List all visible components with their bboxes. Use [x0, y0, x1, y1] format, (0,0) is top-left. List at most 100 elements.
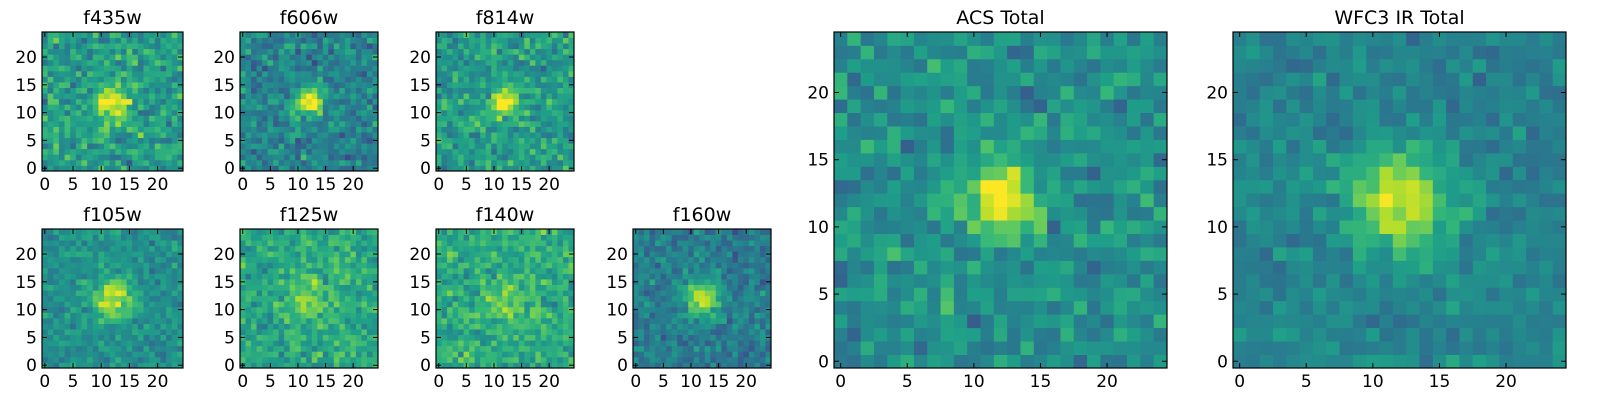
heatmap-cell — [171, 32, 178, 38]
heatmap-cell — [441, 37, 448, 44]
heatmap-cell — [328, 93, 335, 100]
heatmap-cell — [289, 87, 296, 94]
heatmap-cell — [1033, 273, 1048, 288]
heatmap-cell — [262, 87, 268, 94]
heatmap-cell — [295, 262, 302, 269]
heatmap-cell — [306, 154, 313, 161]
heatmap-cell — [452, 143, 459, 150]
heatmap-cell — [502, 76, 509, 83]
heatmap-cell — [333, 279, 340, 285]
subplot-title: f814w — [476, 7, 535, 29]
heatmap-cell — [546, 48, 553, 55]
heatmap-cell — [92, 356, 99, 363]
heatmap-cell — [491, 82, 498, 88]
heatmap-cell — [132, 76, 139, 83]
heatmap-cell — [344, 48, 351, 55]
heatmap-cell — [1140, 327, 1155, 342]
heatmap-cell — [177, 65, 184, 72]
heatmap-cell — [677, 234, 684, 241]
heatmap-cell — [98, 82, 105, 88]
heatmap-cell — [240, 154, 246, 161]
heatmap-cell — [1020, 233, 1035, 248]
heatmap-cell — [666, 312, 673, 319]
heatmap-cell — [562, 229, 569, 235]
heatmap-cell — [507, 165, 514, 172]
heatmap-cell — [355, 312, 362, 319]
heatmap-cell — [262, 48, 268, 55]
heatmap-cell — [715, 273, 722, 280]
heatmap-cell — [42, 93, 49, 100]
heatmap-cell — [64, 251, 71, 258]
heatmap-cell — [350, 65, 357, 72]
heatmap-cell — [333, 229, 340, 235]
heatmap-cell — [98, 120, 105, 127]
heatmap-cell — [104, 356, 111, 363]
heatmap-cell — [284, 32, 291, 38]
heatmap-cell — [143, 148, 150, 155]
heatmap-cell — [715, 262, 722, 269]
heatmap-cell — [58, 340, 65, 347]
heatmap-cell — [447, 334, 453, 341]
heatmap-cell — [350, 279, 357, 285]
heatmap-cell — [546, 154, 553, 161]
heatmap-cell — [980, 300, 995, 315]
heatmap-cell — [115, 290, 122, 297]
heatmap-cell — [300, 70, 307, 77]
heatmap-cell — [328, 362, 335, 369]
heatmap-cell — [344, 340, 351, 347]
heatmap-cell — [546, 356, 553, 363]
heatmap-cell — [704, 312, 711, 319]
heatmap-cell — [765, 340, 772, 347]
heatmap-cell — [306, 262, 313, 269]
heatmap-cell — [344, 148, 351, 155]
heatmap-cell — [53, 143, 60, 150]
heatmap-cell — [726, 340, 733, 347]
heatmap-cell — [311, 295, 318, 302]
heatmap-cell — [1007, 260, 1021, 275]
heatmap-cell — [677, 240, 684, 247]
heatmap-cell — [47, 32, 54, 38]
heatmap-cell — [256, 70, 263, 77]
heatmap-cell — [513, 54, 520, 61]
heatmap-cell — [671, 273, 678, 280]
heatmap-cell — [273, 240, 280, 247]
heatmap-cell — [75, 148, 82, 155]
heatmap-cell — [726, 329, 733, 336]
heatmap-cell — [306, 279, 313, 285]
heatmap-cell — [311, 37, 318, 44]
heatmap-cell — [317, 82, 324, 88]
heatmap-cell — [262, 301, 268, 308]
heatmap-cell — [75, 70, 82, 77]
heatmap-cell — [92, 267, 99, 274]
heatmap-cell — [355, 70, 362, 77]
heatmap-cell — [688, 251, 695, 258]
heatmap-cell — [115, 93, 122, 100]
heatmap-cell — [660, 240, 667, 247]
heatmap-cell — [143, 251, 150, 258]
heatmap-cell — [469, 32, 476, 38]
heatmap-cell — [562, 317, 569, 324]
heatmap-cell — [64, 256, 71, 263]
heatmap-cell — [887, 327, 901, 342]
heatmap-cell — [47, 356, 54, 363]
heatmap-cell — [339, 251, 346, 258]
heatmap-cell — [485, 256, 492, 263]
heatmap-cell — [834, 233, 848, 248]
heatmap-cell — [322, 323, 329, 330]
heatmap-cell — [485, 70, 492, 77]
heatmap-cell — [344, 65, 351, 72]
heatmap-cell — [160, 43, 167, 50]
heatmap-cell — [42, 245, 49, 252]
heatmap-cell — [120, 159, 127, 166]
heatmap-cell — [344, 76, 351, 83]
heatmap-cell — [485, 76, 492, 83]
heatmap-cell — [328, 290, 335, 297]
heatmap-cell — [120, 245, 127, 252]
heatmap-cell — [171, 98, 178, 105]
heatmap-cell — [149, 340, 156, 347]
heatmap-cell — [75, 362, 82, 369]
heatmap-cell — [737, 356, 744, 363]
heatmap-cell — [737, 329, 744, 336]
heatmap-cell — [993, 327, 1008, 342]
heatmap-cell — [344, 104, 351, 111]
